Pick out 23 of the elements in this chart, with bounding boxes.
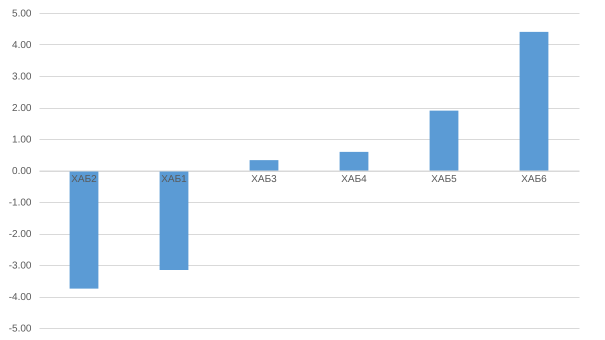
bar [340,152,368,170]
x-tick-label: ХАБ4 [341,174,368,185]
y-tick-label: -5.00 [8,324,32,334]
x-tick-label: ХАБ5 [431,174,458,185]
bar [70,170,98,289]
bar [250,160,278,170]
y-tick-label: -1.00 [8,198,32,208]
bar [520,32,548,170]
x-tick-label: ХАБ3 [251,174,278,185]
y-tick-label: 0.00 [12,166,32,177]
y-tick-label: 1.00 [12,134,32,146]
y-tick-label: -4.00 [8,292,32,303]
y-tick-label: 5.00 [12,8,32,20]
x-tick-label: ХАБ6 [521,174,548,185]
x-tick-label: ХАБ2 [71,174,98,185]
y-tick-label: 2.00 [12,103,32,114]
x-tick-label: ХАБ1 [161,174,188,185]
bar [160,170,188,270]
y-tick-label: 3.00 [12,72,32,82]
y-tick-label: -3.00 [8,260,32,272]
bar [430,110,458,170]
y-tick-label: -2.00 [8,229,32,240]
y-tick-label: 4.00 [12,40,32,51]
